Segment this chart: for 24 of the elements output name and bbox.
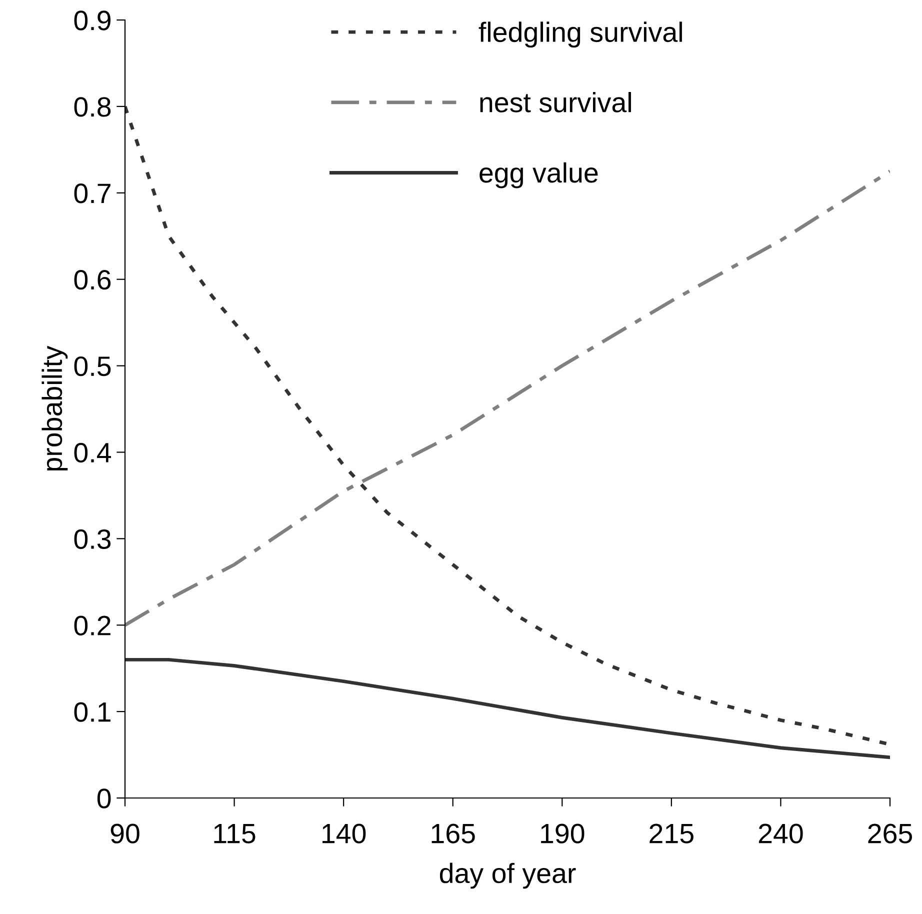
x-tick-label: 140 [322, 824, 366, 844]
y-tick-label: 0.6 [74, 270, 111, 290]
x-tick-label: 240 [758, 824, 803, 844]
y-tick-label: 0.4 [74, 442, 111, 463]
y-tick-label: 0.1 [74, 702, 110, 722]
x-tick-label: 215 [650, 824, 694, 844]
x-tick-label: 90 [110, 824, 140, 844]
y-tick-label: 0.2 [74, 616, 110, 636]
y-tick-label: 0.3 [74, 529, 111, 550]
legend-label: nest survival [480, 92, 631, 112]
x-tick-label: 115 [214, 824, 256, 844]
y-tick-label: 0.5 [74, 356, 111, 376]
x-tick-label: 265 [868, 824, 912, 844]
legend-label: egg value [480, 162, 598, 188]
x-tick-label: 190 [541, 824, 584, 844]
y-axis-title: probability [42, 346, 68, 471]
y-tick-label: 0 [97, 788, 111, 808]
line-series [125, 658, 890, 760]
x-axis-title: day of year [440, 862, 576, 889]
y-tick-label: 0.7 [74, 184, 110, 204]
y-tick-label: 0.9 [74, 10, 110, 30]
legend-label: fledgling survival [478, 22, 682, 48]
y-tick-label: 0.8 [74, 97, 111, 117]
x-tick-label: 165 [432, 824, 475, 844]
